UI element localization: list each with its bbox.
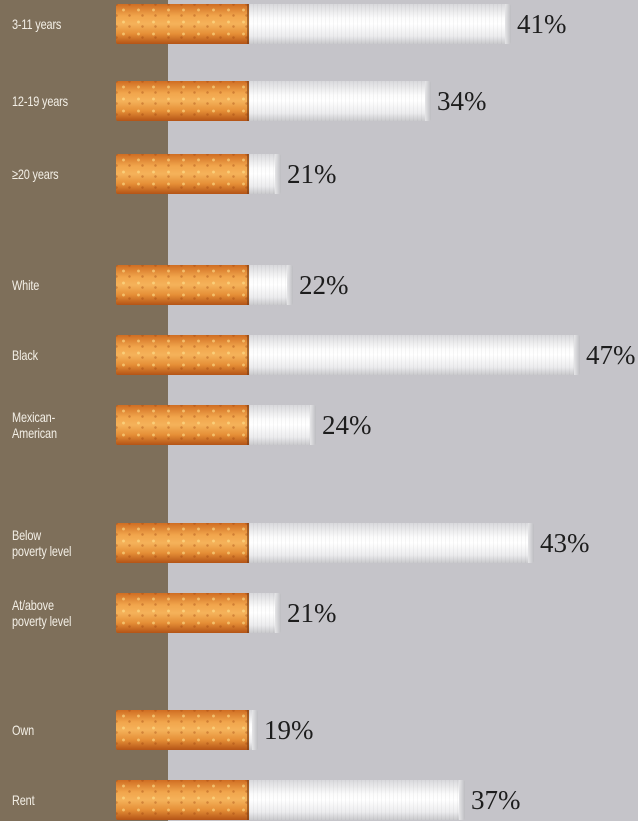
data-label: 22% bbox=[299, 270, 349, 300]
bar-filter bbox=[116, 335, 249, 375]
data-label: 21% bbox=[287, 598, 337, 628]
bar-filter bbox=[116, 81, 249, 121]
data-label: 24% bbox=[322, 410, 372, 440]
data-label: 37% bbox=[471, 785, 521, 815]
category-label: Black bbox=[12, 347, 38, 363]
bar-tip bbox=[425, 81, 431, 121]
category-label: ≥20 years bbox=[12, 166, 58, 182]
bar-tip bbox=[275, 154, 281, 194]
bar-tip bbox=[275, 593, 281, 633]
bar-tip bbox=[310, 405, 316, 445]
bar-filter bbox=[116, 710, 249, 750]
category-label: Below poverty level bbox=[12, 527, 71, 559]
category-label: At/above poverty level bbox=[12, 597, 71, 629]
data-label: 41% bbox=[517, 9, 567, 39]
category-label: 12-19 years bbox=[12, 93, 68, 109]
bar bbox=[249, 780, 459, 820]
category-label: 3-11 years bbox=[12, 16, 61, 32]
bar bbox=[249, 405, 310, 445]
bar bbox=[249, 593, 275, 633]
data-label: 43% bbox=[540, 528, 590, 558]
data-label: 47% bbox=[586, 340, 636, 370]
bar-tip bbox=[287, 265, 293, 305]
bar-tip bbox=[252, 710, 258, 750]
bar bbox=[249, 335, 574, 375]
bar-filter bbox=[116, 4, 249, 44]
bar-filter bbox=[116, 523, 249, 563]
bar bbox=[249, 154, 275, 194]
category-label: White bbox=[12, 277, 39, 293]
bar-filter bbox=[116, 780, 249, 820]
bar-tip bbox=[459, 780, 465, 820]
bar bbox=[249, 4, 505, 44]
bar-filter bbox=[116, 154, 249, 194]
data-label: 21% bbox=[287, 159, 337, 189]
bar-filter bbox=[116, 593, 249, 633]
bar bbox=[249, 81, 425, 121]
data-label: 19% bbox=[264, 715, 314, 745]
data-label: 34% bbox=[437, 86, 487, 116]
bar bbox=[249, 265, 287, 305]
category-label: Own bbox=[12, 722, 34, 738]
bar-filter bbox=[116, 405, 249, 445]
category-label: Rent bbox=[12, 792, 34, 808]
bar-tip bbox=[505, 4, 511, 44]
bar-tip bbox=[574, 335, 580, 375]
category-label: Mexican- American bbox=[12, 409, 57, 441]
bar bbox=[249, 523, 528, 563]
bar-filter bbox=[116, 265, 249, 305]
bar-tip bbox=[528, 523, 534, 563]
